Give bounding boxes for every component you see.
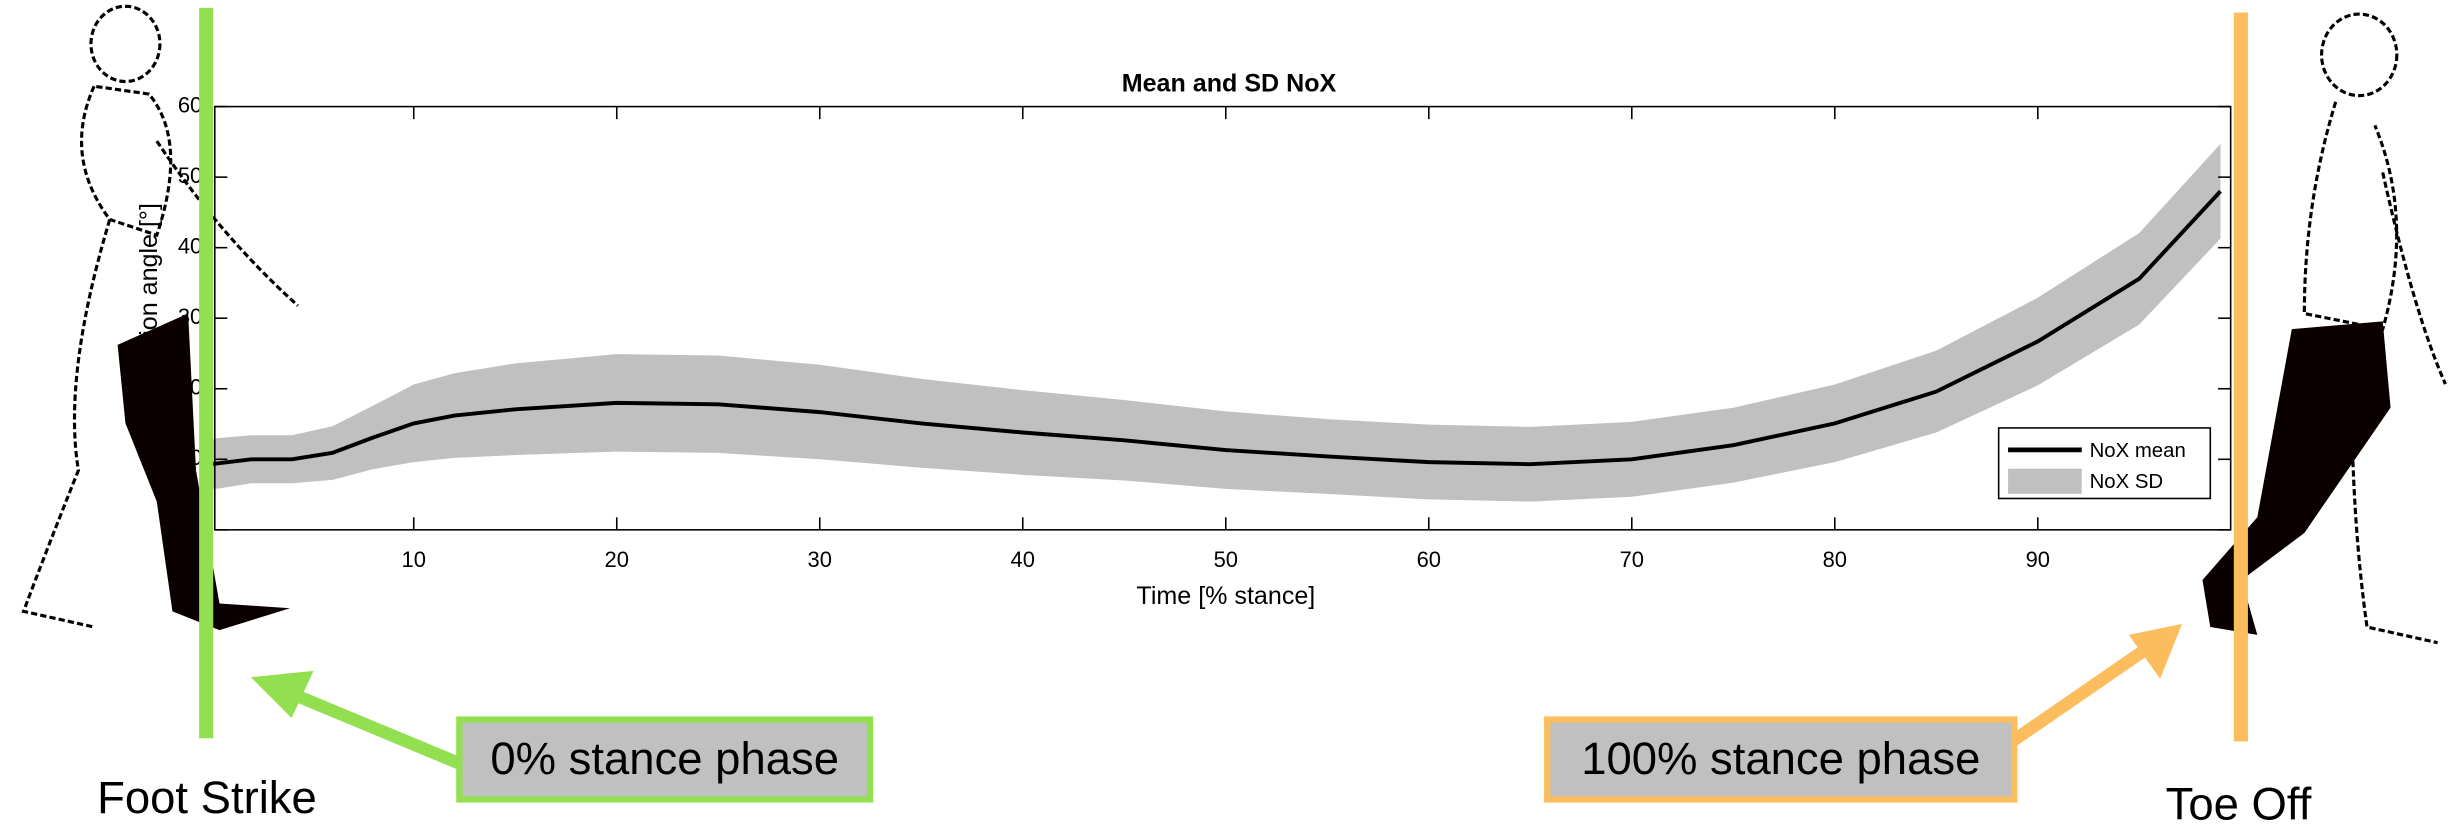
leg-silhouette	[117, 313, 291, 631]
figure-toe-off	[2302, 12, 2447, 645]
x-tick-label: 30	[808, 547, 832, 572]
leg-silhouette	[2202, 321, 2391, 635]
y-tick-label: 60	[178, 92, 202, 117]
foot-strike-line	[199, 7, 214, 739]
arrowhead	[2128, 623, 2183, 679]
toe-off-line	[2233, 12, 2248, 742]
legend-label: NoX mean	[2090, 440, 2186, 462]
arrowhead	[250, 670, 314, 718]
sd-band	[210, 143, 2221, 502]
annotation: Toe Off	[2166, 778, 2312, 829]
legend-box	[1997, 427, 2212, 500]
annotation: 100% stance phase	[1581, 733, 1980, 784]
x-tick-label: 90	[2026, 547, 2050, 572]
annotation: 0% stance phase	[490, 733, 839, 784]
x-tick-label: 10	[402, 547, 426, 572]
arrow	[2010, 637, 2159, 746]
mean-line	[210, 189, 2222, 467]
annotation-box	[456, 716, 874, 803]
legend: NoX mean NoX SD	[1997, 427, 2212, 500]
x-tick-label: 40	[1011, 547, 1035, 572]
figure-foot-strike	[21, 4, 299, 629]
x-axis-label: Time [% stance]	[1136, 582, 1315, 610]
x-tick-label: 50	[1214, 547, 1238, 572]
y-tick-label: 40	[178, 233, 202, 258]
x-tick-label: 60	[1417, 547, 1441, 572]
x-tick-label: 20	[605, 547, 629, 572]
legend-label: NoX SD	[2090, 471, 2164, 493]
x-tick-label: 70	[1620, 547, 1644, 572]
arrow	[279, 683, 462, 770]
chart-title: Mean and SD NoX	[1122, 69, 1337, 97]
annotation-box	[1544, 716, 2018, 803]
annotation: Foot Strike	[97, 772, 317, 823]
axes-box	[214, 105, 2232, 531]
legend-swatch	[2008, 468, 2082, 494]
x-tick-label: 80	[1823, 547, 1847, 572]
plot-area: 1020304050607080900102030405060	[178, 92, 2231, 572]
